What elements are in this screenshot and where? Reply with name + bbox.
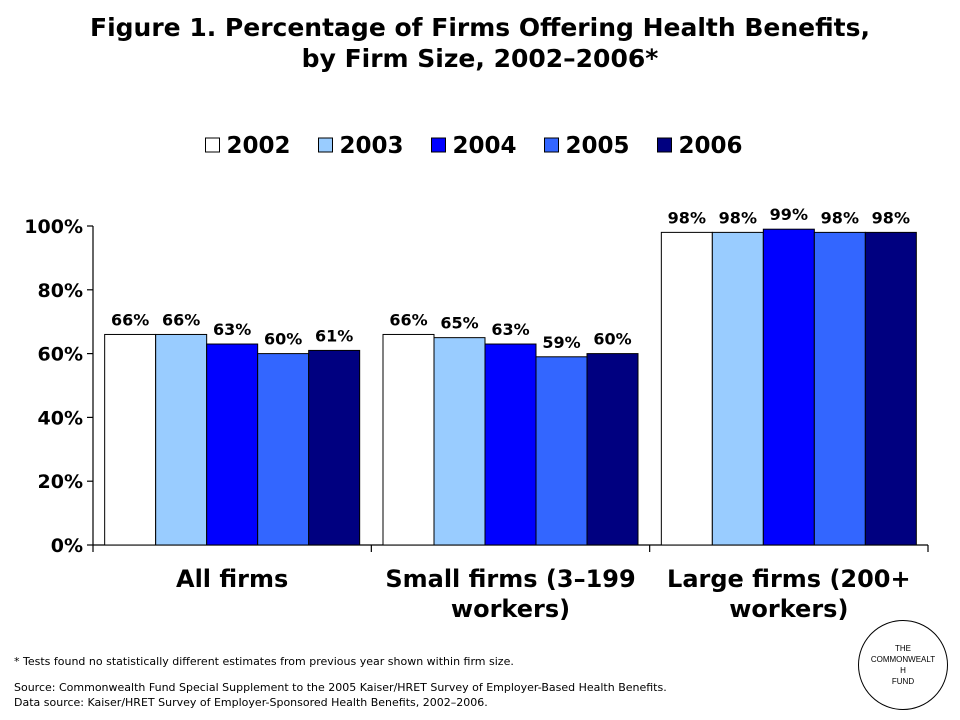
category-label: Large firms (200+ bbox=[667, 565, 911, 593]
category-label: All firms bbox=[176, 565, 288, 593]
bar-2002 bbox=[382, 333, 435, 546]
legend-label-2004: 2004 bbox=[453, 133, 517, 159]
legend-swatch-2006 bbox=[657, 137, 672, 153]
chart-title-line-2: by Firm Size, 2002–2006* bbox=[301, 44, 659, 73]
bar-2006 bbox=[586, 353, 639, 546]
category-label: workers) bbox=[729, 595, 848, 623]
bar-2004 bbox=[206, 343, 259, 546]
y-tick-label: 80% bbox=[38, 280, 83, 302]
bar-2003 bbox=[433, 337, 486, 546]
bar-2002 bbox=[104, 333, 157, 546]
data-label: 60% bbox=[264, 330, 302, 349]
y-tick-label: 60% bbox=[38, 344, 83, 366]
data-label: 98% bbox=[872, 208, 910, 227]
legend-swatch-2005 bbox=[544, 137, 559, 153]
legend-swatch-2002 bbox=[205, 137, 220, 153]
data-label: 98% bbox=[821, 208, 859, 227]
chart-title-line-1: Figure 1. Percentage of Firms Offering H… bbox=[90, 13, 870, 42]
legend-label-2002: 2002 bbox=[227, 133, 291, 159]
chart-title: Figure 1. Percentage of Firms Offering H… bbox=[0, 12, 960, 74]
bar-2004 bbox=[484, 343, 537, 546]
data-label: 66% bbox=[111, 310, 149, 329]
bar-2005 bbox=[257, 353, 310, 546]
bar-2003 bbox=[155, 333, 208, 546]
footnote-source: Source: Commonwealth Fund Special Supple… bbox=[14, 681, 667, 694]
legend-label-2003: 2003 bbox=[340, 133, 404, 159]
bar-2005 bbox=[813, 231, 866, 546]
logo-line-3: H bbox=[900, 666, 906, 675]
data-label: 98% bbox=[719, 208, 757, 227]
bar-2005 bbox=[535, 356, 588, 546]
legend-swatch-2004 bbox=[431, 137, 446, 153]
y-tick-label: 100% bbox=[24, 216, 83, 238]
bar-2006 bbox=[308, 349, 361, 546]
logo-line-4: FUND bbox=[891, 677, 915, 686]
data-label: 99% bbox=[770, 205, 808, 224]
data-label: 66% bbox=[162, 310, 200, 329]
data-label: 98% bbox=[668, 208, 706, 227]
logo-line-1: THE bbox=[895, 644, 911, 653]
category-label: Small firms (3–199 bbox=[385, 565, 635, 593]
data-label: 63% bbox=[491, 320, 529, 339]
bar-2003 bbox=[711, 231, 764, 546]
y-tick-label: 0% bbox=[51, 535, 83, 557]
bar-2006 bbox=[864, 231, 917, 546]
logo-line-2: COMMONWEALT bbox=[870, 655, 936, 664]
data-label: 65% bbox=[440, 314, 478, 333]
data-label: 61% bbox=[315, 326, 353, 345]
category-label: workers) bbox=[451, 595, 570, 623]
footnote-data-source: Data source: Kaiser/HRET Survey of Emplo… bbox=[14, 696, 488, 709]
bar-2004 bbox=[762, 228, 815, 546]
bar-chart: 0% 20% 40% 60% 80% 100% 66% 66% 63% 60% 61% All fir… bbox=[24, 133, 929, 623]
data-label: 63% bbox=[213, 320, 251, 339]
legend-label-2006: 2006 bbox=[679, 133, 743, 159]
legend-swatch-2003 bbox=[318, 137, 333, 153]
data-label: 60% bbox=[593, 330, 631, 349]
data-label: 66% bbox=[389, 310, 427, 329]
bar-2002 bbox=[660, 231, 713, 546]
legend-label-2005: 2005 bbox=[566, 133, 630, 159]
commonwealth-fund-logo: THE COMMONWEALT H FUND bbox=[858, 620, 948, 710]
y-tick-label: 20% bbox=[38, 471, 83, 493]
data-label: 59% bbox=[542, 333, 580, 352]
footnote-statistical: * Tests found no statistically different… bbox=[14, 655, 514, 668]
y-tick-label: 40% bbox=[38, 407, 83, 429]
